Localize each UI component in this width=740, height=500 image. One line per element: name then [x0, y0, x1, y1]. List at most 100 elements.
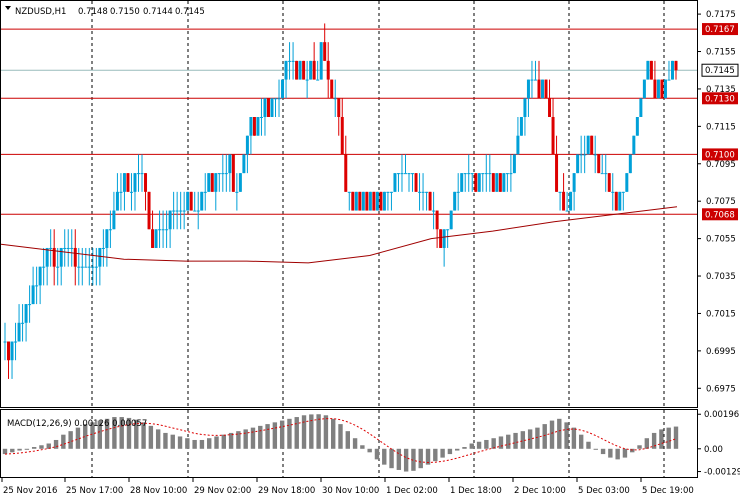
macd-bar: [68, 431, 73, 449]
macd-bar: [564, 422, 569, 449]
candle-body: [203, 191, 207, 193]
macd-bar: [338, 424, 343, 449]
candle-body: [217, 173, 221, 175]
macd-bar: [294, 417, 299, 449]
candle-body: [151, 229, 155, 248]
macd-bar: [331, 418, 336, 449]
candle-body: [122, 173, 126, 192]
candle-body: [112, 210, 116, 230]
candle-body: [330, 79, 334, 99]
macd-bar: [39, 445, 44, 449]
macd-bar: [112, 417, 117, 449]
candle-body: [147, 191, 151, 230]
macd-bar: [615, 448, 620, 460]
level-price-label: 0.7100: [705, 150, 735, 160]
candle-body: [663, 79, 667, 99]
candle-body: [484, 173, 488, 175]
candle-body: [119, 191, 123, 193]
macd-bar: [279, 420, 285, 449]
candle-body: [354, 191, 358, 211]
macd-bar: [659, 429, 664, 449]
macd-bar: [644, 438, 650, 449]
candle-body: [101, 247, 105, 249]
candle-body: [660, 79, 664, 99]
price-tick-label: 0.7075: [706, 197, 736, 207]
candle-body: [14, 341, 18, 343]
macd-bar: [24, 448, 30, 450]
macd-bar: [651, 432, 657, 449]
macd-bar: [177, 436, 183, 449]
candle-body: [614, 191, 618, 211]
macd-bar: [469, 443, 474, 449]
time-label: 29 Nov 18:00: [258, 486, 315, 496]
macd-bar: [396, 448, 402, 470]
candle-body: [319, 42, 323, 80]
candle-body: [259, 117, 263, 118]
candle-body: [579, 154, 583, 156]
candle-body: [446, 229, 450, 231]
macd-bar: [491, 438, 496, 449]
candle-body: [516, 135, 520, 155]
candle-body: [210, 173, 214, 192]
candle-body: [519, 117, 523, 136]
level-price-label: 0.7068: [705, 210, 735, 220]
candle-body: [456, 191, 460, 193]
macd-bar: [345, 431, 350, 449]
candle-body: [523, 98, 527, 117]
candle-body: [115, 191, 119, 211]
candle-body: [38, 266, 42, 286]
macd-bar: [250, 427, 256, 449]
candle-body: [372, 191, 376, 211]
candle-body: [418, 191, 422, 193]
candle-body: [161, 229, 165, 231]
macd-bar: [2, 448, 8, 455]
macd-bar: [520, 431, 526, 449]
candle-body: [551, 117, 555, 155]
candle-body: [632, 135, 636, 155]
candle-body: [460, 173, 464, 192]
macd-bar: [155, 429, 161, 449]
candle-body: [238, 173, 242, 192]
macd-bar: [46, 443, 51, 449]
level-price-box: [702, 23, 738, 36]
price-tick-label: 0.7175: [706, 10, 736, 20]
macd-bar: [578, 434, 584, 449]
macd-bar: [549, 420, 555, 449]
candle-body: [453, 191, 457, 211]
symbol-dropdown-icon[interactable]: [5, 6, 11, 10]
candle-body: [284, 60, 288, 80]
candle-body: [316, 79, 320, 81]
macd-bar: [199, 439, 205, 449]
candle-body: [670, 60, 674, 80]
level-price-label: 0.7167: [705, 25, 735, 35]
macd-bar: [134, 419, 139, 449]
candle-body: [35, 285, 39, 287]
candle-body: [572, 173, 576, 192]
macd-bar: [192, 439, 197, 449]
candle-body: [393, 173, 397, 192]
candle-body: [77, 266, 81, 268]
macd-bar: [148, 425, 154, 449]
macd-bar: [126, 417, 132, 449]
macd-bar: [476, 441, 482, 449]
macd-label: MACD(12,26,9) 0.00126 0.00057: [7, 419, 147, 429]
candle-body: [400, 173, 404, 175]
candle-body: [108, 229, 112, 231]
candle-body: [618, 191, 622, 211]
ohlc-high: 0.7150: [110, 7, 140, 17]
candle-body: [382, 191, 386, 211]
candle-body: [126, 173, 130, 192]
macd-bar: [104, 418, 110, 449]
macd-bar: [637, 445, 642, 449]
candle-body: [302, 60, 306, 80]
candle-body: [94, 266, 98, 268]
macd-bar: [119, 417, 124, 449]
candle-body: [7, 341, 11, 361]
macd-bar: [571, 427, 577, 449]
macd-bar: [389, 448, 394, 469]
candle-body: [358, 191, 362, 211]
candle-body: [323, 42, 327, 61]
candle-body: [309, 60, 313, 80]
candle-body: [224, 173, 228, 175]
